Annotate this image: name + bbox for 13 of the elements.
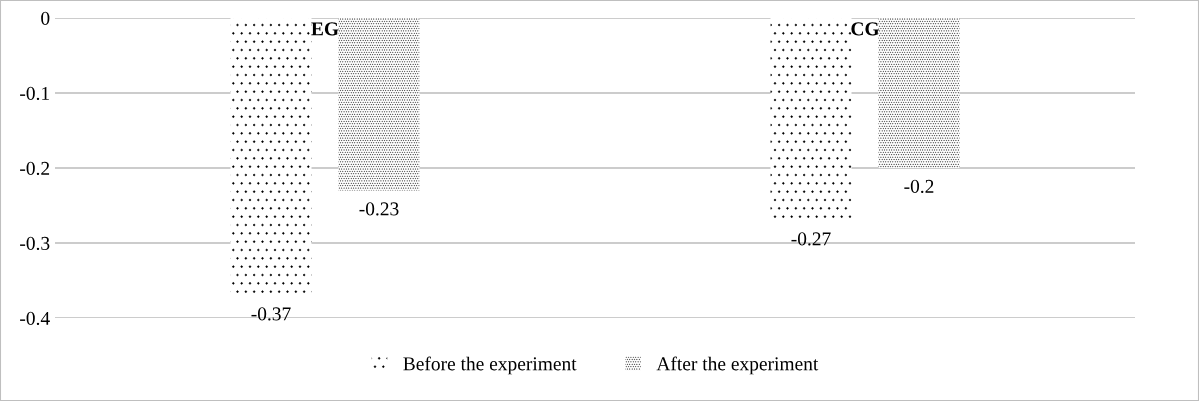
y-tick-label: -0.4 — [20, 311, 50, 326]
data-label: -0.37 — [251, 307, 291, 321]
y-tick-label: 0 — [41, 11, 50, 25]
legend-label: Before the experiment — [403, 356, 577, 375]
x-tick-label: CG — [851, 22, 880, 36]
x-tick-label: EG — [311, 22, 339, 36]
data-label: -0.2 — [904, 179, 934, 194]
legend-label: After the experiment — [656, 356, 819, 375]
y-tick-label: -0.1 — [20, 86, 49, 101]
data-label: -0.23 — [359, 202, 399, 216]
data-label: -0.27 — [791, 232, 831, 246]
y-tick-label: -0.2 — [20, 161, 50, 176]
y-tick-label: -0.3 — [20, 236, 50, 251]
